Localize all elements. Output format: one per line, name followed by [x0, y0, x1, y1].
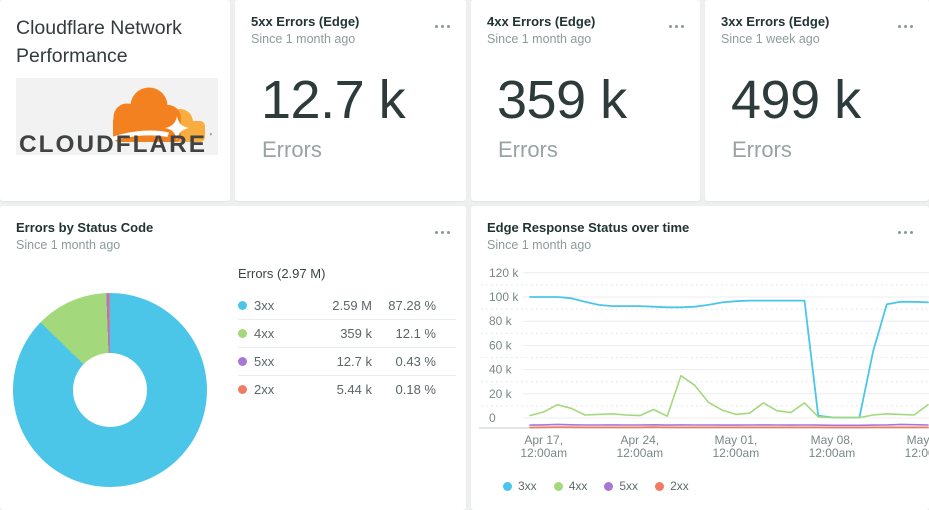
donut-chart — [13, 293, 207, 487]
legend-item-5xx[interactable]: 5xx — [604, 479, 638, 493]
y-axis-tick-label: 20 k — [489, 387, 513, 401]
x-axis-tick-label: 12:00am — [520, 446, 567, 460]
y-axis-tick-label: 40 k — [489, 363, 513, 377]
series-name: 5xx — [238, 354, 300, 369]
x-axis-tick-label: 12:00am — [616, 446, 663, 460]
card-menu-button[interactable] — [898, 22, 913, 31]
series-line-5xx — [529, 423, 929, 427]
series-name: 2xx — [238, 382, 300, 397]
stat-value: 12.7 k — [261, 70, 406, 130]
series-value: 359 k — [340, 326, 372, 341]
x-axis-tick-label: May 08, — [811, 433, 854, 447]
series-color-dot — [238, 329, 247, 338]
legend-label: 2xx — [670, 479, 689, 493]
legend-color-dot — [553, 481, 563, 491]
stat-value: 499 k — [731, 70, 861, 130]
legend-color-dot — [655, 481, 665, 491]
cloudflare-cloud-icon: CLOUDFLARE ' — [16, 78, 218, 158]
series-name: 4xx — [238, 326, 300, 341]
legend-color-dot — [604, 481, 614, 491]
card-title: 5xx Errors (Edge) — [251, 14, 360, 29]
x-axis-tick-label: Apr 24, — [620, 433, 659, 447]
series-name: 3xx — [238, 298, 300, 313]
series-line-4xx — [529, 374, 929, 419]
series-value: 5.44 k — [336, 382, 372, 397]
legend-label: 4xx — [568, 479, 588, 493]
x-axis-tick-label: Apr 17, — [524, 433, 563, 447]
stat-unit: Errors — [498, 137, 558, 162]
card-subtitle: Since 1 month ago — [251, 32, 356, 46]
cloudflare-wordmark: CLOUDFLARE — [19, 131, 207, 155]
legend-table-row[interactable]: 2xx 5.44 k 0.18 % — [238, 375, 456, 403]
card-title: Edge Response Status over time — [487, 220, 690, 235]
legend-item-3xx[interactable]: 3xx — [503, 479, 537, 493]
legend-table-row[interactable]: 3xx 2.59 M 87.28 % — [238, 291, 456, 319]
edge-response-status-card: Edge Response Status over time Since 1 m… — [471, 206, 929, 510]
cloudflare-logo: CLOUDFLARE ' — [16, 78, 218, 158]
legend-table-header: Errors (2.97 M) — [238, 266, 326, 281]
card-menu-button[interactable] — [898, 228, 913, 237]
legend-label: 3xx — [518, 479, 537, 493]
stat-value: 359 k — [497, 70, 627, 130]
chart-legend: 3xx 4xx 5xx 2xx — [503, 479, 689, 493]
card-title: 3xx Errors (Edge) — [721, 14, 830, 29]
y-axis-tick-label: 120 k — [489, 266, 519, 280]
card-subtitle: Since 1 month ago — [16, 238, 121, 252]
series-percent: 12.1 % — [395, 326, 436, 341]
series-percent: 0.43 % — [395, 354, 436, 369]
legend-item-2xx[interactable]: 2xx — [655, 479, 689, 493]
billboard-3xx-card: 3xx Errors (Edge) Since 1 week ago 499 k… — [705, 0, 929, 201]
x-axis-tick-label: May 01, — [715, 433, 758, 447]
series-color-dot — [238, 357, 247, 366]
x-axis-tick-label: 12:00am — [905, 446, 929, 460]
y-axis-tick-label: 60 k — [489, 338, 513, 352]
card-menu-button[interactable] — [435, 22, 450, 31]
billboard-4xx-card: 4xx Errors (Edge) Since 1 month ago 359 … — [471, 0, 700, 201]
card-title: 4xx Errors (Edge) — [487, 14, 596, 29]
legend-table-row[interactable]: 5xx 12.7 k 0.43 % — [238, 347, 456, 375]
legend-color-dot — [503, 481, 512, 491]
y-axis-tick-label: 0 — [489, 411, 496, 425]
legend-label: 5xx — [619, 479, 639, 493]
x-axis-tick-label: 12:00am — [809, 446, 856, 460]
legend-item-4xx[interactable]: 4xx — [553, 479, 588, 493]
series-value: 12.7 k — [336, 354, 372, 369]
stat-unit: Errors — [732, 137, 792, 162]
x-axis-tick-label: May 15, — [907, 433, 929, 447]
card-subtitle: Since 1 week ago — [721, 32, 820, 46]
series-color-dot — [238, 300, 247, 310]
errors-by-status-code-card: Errors by Status Code Since 1 month ago … — [0, 206, 466, 510]
card-menu-button[interactable] — [669, 22, 684, 31]
legend-table-row[interactable]: 4xx 359 k 12.1 % — [238, 319, 456, 347]
series-value: 2.59 M — [332, 297, 372, 313]
series-percent: 0.18 % — [395, 382, 436, 397]
card-menu-button[interactable] — [435, 228, 450, 237]
stat-unit: Errors — [262, 137, 322, 162]
svg-text:': ' — [210, 132, 212, 143]
x-axis-tick-label: 12:00am — [713, 446, 760, 460]
card-subtitle: Since 1 month ago — [487, 32, 592, 46]
donut-hole — [73, 353, 147, 427]
y-axis-tick-label: 80 k — [489, 314, 513, 328]
y-axis-tick-label: 100 k — [489, 290, 519, 304]
series-color-dot — [238, 385, 247, 394]
series-line-3xx — [529, 296, 929, 419]
series-percent: 87.28 % — [388, 297, 436, 313]
card-subtitle: Since 1 month ago — [487, 238, 592, 252]
donut-legend-table: Errors (2.97 M) 3xx 2.59 M 87.28 % 4xx 359 k… — [238, 266, 456, 403]
dashboard-title-card: Cloudflare Network Performance CLOUDFLAR… — [0, 0, 230, 201]
card-title: Errors by Status Code — [16, 220, 154, 235]
billboard-5xx-card: 5xx Errors (Edge) Since 1 month ago 12.7… — [235, 0, 466, 201]
page-title: Cloudflare Network Performance — [16, 17, 182, 67]
